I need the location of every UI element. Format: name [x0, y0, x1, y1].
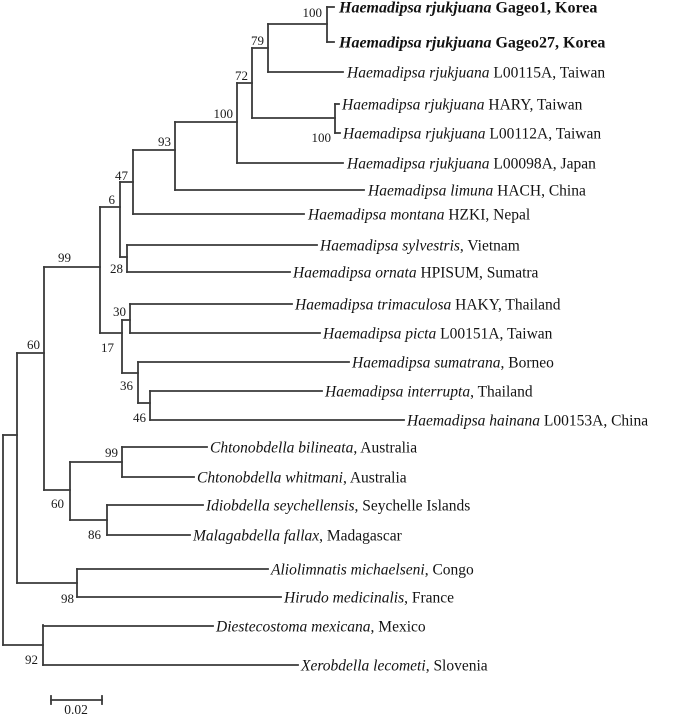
taxon-label: Diestecostoma mexicana, Mexico	[215, 619, 426, 636]
bootstrap-value: 17	[101, 340, 115, 355]
bootstrap-value: 86	[88, 527, 102, 542]
taxon-label: Haemadipsa rjukjuana L00115A, Taiwan	[346, 65, 605, 82]
taxon-label: Hirudo medicinalis, France	[283, 590, 454, 607]
taxon-label: Haemadipsa interrupta, Thailand	[324, 384, 533, 401]
taxon-label: Haemadipsa montana HZKI, Nepal	[307, 207, 530, 224]
taxon-label: Xerobdella lecometi, Slovenia	[300, 658, 488, 675]
bootstrap-value: 28	[110, 261, 123, 276]
bootstrap-value: 36	[120, 378, 134, 393]
taxon-label: Haemadipsa hainana L00153A, China	[406, 413, 648, 430]
taxon-label: Haemadipsa rjukjuana Gageo1, Korea	[338, 0, 597, 17]
bootstrap-value: 100	[312, 130, 332, 145]
taxon-label: Malagabdella fallax, Madagascar	[192, 528, 403, 545]
bootstrap-value: 60	[27, 337, 40, 352]
bootstrap-value: 79	[251, 33, 264, 48]
taxon-label: Haemadipsa rjukjuana L00098A, Japan	[346, 156, 596, 173]
taxon-label: Aliolimnatis michaelseni, Congo	[270, 562, 474, 579]
taxon-label: Haemadipsa rjukjuana HARY, Taiwan	[341, 97, 583, 114]
taxon-label: Haemadipsa rjukjuana L00112A, Taiwan	[342, 126, 601, 143]
taxon-label: Haemadipsa limuna HACH, China	[367, 183, 586, 200]
bootstrap-value: 72	[235, 68, 248, 83]
taxon-label: Haemadipsa rjukjuana Gageo27, Korea	[338, 35, 605, 52]
taxon-label: Haemadipsa sylvestris, Vietnam	[319, 238, 520, 255]
bootstrap-value: 99	[58, 250, 71, 265]
scale-bar-label: 0.02	[64, 702, 88, 717]
bootstrap-value: 93	[158, 134, 171, 149]
taxon-label: Chtonobdella bilineata, Australia	[210, 440, 417, 457]
bootstrap-value: 100	[214, 106, 234, 121]
bootstrap-value: 92	[25, 652, 38, 667]
bootstrap-value: 30	[113, 304, 126, 319]
bootstrap-value: 46	[133, 410, 147, 425]
bootstrap-value: 60	[51, 496, 64, 511]
taxon-label: Chtonobdella whitmani, Australia	[197, 470, 407, 487]
taxon-label: Haemadipsa picta L00151A, Taiwan	[322, 326, 553, 343]
bootstrap-value: 98	[61, 591, 74, 606]
taxon-label: Haemadipsa sumatrana, Borneo	[351, 355, 554, 372]
taxon-label: Haemadipsa trimaculosa HAKY, Thailand	[294, 297, 561, 314]
bootstrap-value: 6	[109, 192, 116, 207]
taxon-label: Haemadipsa ornata HPISUM, Sumatra	[292, 265, 539, 282]
bootstrap-value: 100	[303, 5, 323, 20]
bootstrap-value: 47	[115, 168, 129, 183]
taxon-label: Idiobdella seychellensis, Seychelle Isla…	[205, 498, 470, 515]
bootstrap-value: 99	[105, 445, 118, 460]
